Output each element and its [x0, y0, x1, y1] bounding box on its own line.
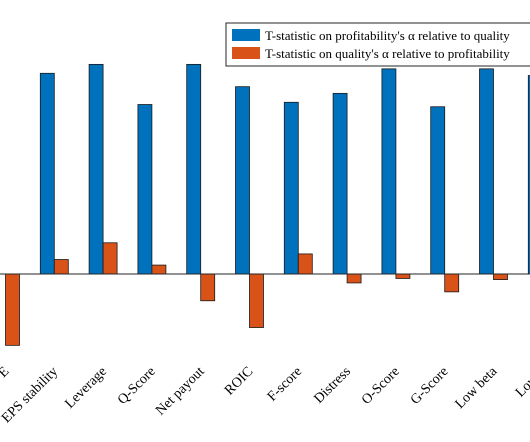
bar-quality-5	[249, 273, 264, 328]
legend-label-quality: T-statistic on quality's α relative to p…	[265, 46, 510, 61]
bar-profitability-5	[235, 86, 250, 275]
bar-quality-4	[200, 273, 216, 302]
bar-quality-7	[346, 273, 362, 284]
bar-quality-0	[5, 273, 20, 346]
bar-profitability-6	[283, 101, 299, 275]
bar-quality-1	[53, 259, 69, 275]
bar-group	[5, 63, 530, 346]
x-tick-label-8: O-Score	[359, 364, 403, 408]
bar-profitability-3	[137, 104, 153, 275]
bar-profitability-9	[430, 106, 446, 275]
bar-quality-6	[297, 253, 313, 275]
bar-profitability-10	[479, 68, 494, 275]
bar-profitability-8	[381, 68, 397, 275]
bar-quality-8	[395, 273, 411, 279]
bar-profitability-7	[332, 92, 348, 275]
legend-swatch-quality	[232, 47, 260, 59]
bar-quality-10	[493, 273, 508, 280]
x-tick-label-4: Net payout	[153, 364, 207, 418]
x-tick-label-10: Low beta	[453, 364, 501, 412]
bar-quality-2	[102, 242, 118, 275]
bar-profitability-1	[39, 72, 55, 275]
legend-swatch-profitability	[232, 29, 260, 41]
x-tick-label-6: F-score	[265, 364, 305, 404]
x-tick-label-3: Q-Score	[115, 364, 159, 408]
bar-profitability-4	[186, 63, 202, 275]
bar-quality-9	[444, 273, 460, 293]
legend-label-profitability: T-statistic on profitability's α relativ…	[265, 28, 510, 43]
bar-profitability-2	[88, 63, 104, 275]
bar-quality-3	[151, 264, 167, 275]
legend: T-statistic on profitability's α relativ…	[225, 22, 530, 67]
x-tick-label-11: Low v	[513, 364, 530, 400]
x-tick-label-0: E	[0, 364, 12, 381]
x-tick-label-7: Distress	[311, 364, 354, 407]
x-tick-label-5: ROIC	[222, 364, 256, 398]
x-tick-label-2: Leverage	[62, 364, 109, 411]
bar-profitability-11	[527, 75, 530, 275]
x-tick-label-9: G-Score	[408, 364, 452, 408]
legend-box	[225, 22, 530, 67]
